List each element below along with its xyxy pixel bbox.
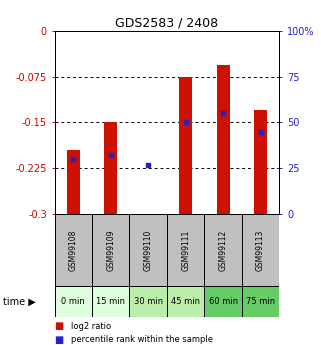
FancyBboxPatch shape (242, 286, 279, 317)
Text: log2 ratio: log2 ratio (71, 322, 111, 331)
Bar (104, 122, 117, 214)
Text: GSM99110: GSM99110 (144, 229, 153, 271)
Text: 45 min: 45 min (171, 297, 200, 306)
Text: GSM99112: GSM99112 (219, 229, 228, 271)
Text: 0 min: 0 min (61, 297, 85, 306)
FancyBboxPatch shape (92, 214, 129, 286)
Text: GSM99113: GSM99113 (256, 229, 265, 271)
Text: GSM99108: GSM99108 (69, 229, 78, 271)
Text: 30 min: 30 min (134, 297, 163, 306)
Bar (67, 150, 80, 214)
Bar (217, 65, 230, 214)
FancyBboxPatch shape (55, 286, 92, 317)
Text: GSM99109: GSM99109 (106, 229, 115, 271)
FancyBboxPatch shape (167, 286, 204, 317)
Bar (254, 110, 267, 214)
FancyBboxPatch shape (167, 214, 204, 286)
FancyBboxPatch shape (204, 214, 242, 286)
Text: 75 min: 75 min (246, 297, 275, 306)
Title: GDS2583 / 2408: GDS2583 / 2408 (115, 17, 219, 30)
FancyBboxPatch shape (129, 286, 167, 317)
Text: percentile rank within the sample: percentile rank within the sample (71, 335, 213, 344)
Text: 60 min: 60 min (209, 297, 238, 306)
Text: GSM99111: GSM99111 (181, 229, 190, 271)
FancyBboxPatch shape (92, 286, 129, 317)
FancyBboxPatch shape (55, 214, 92, 286)
Text: ■: ■ (55, 335, 64, 345)
FancyBboxPatch shape (129, 214, 167, 286)
Text: 15 min: 15 min (96, 297, 125, 306)
FancyBboxPatch shape (204, 286, 242, 317)
Bar (179, 77, 192, 214)
Text: ■: ■ (55, 321, 64, 331)
FancyBboxPatch shape (242, 214, 279, 286)
Text: time ▶: time ▶ (3, 297, 36, 307)
